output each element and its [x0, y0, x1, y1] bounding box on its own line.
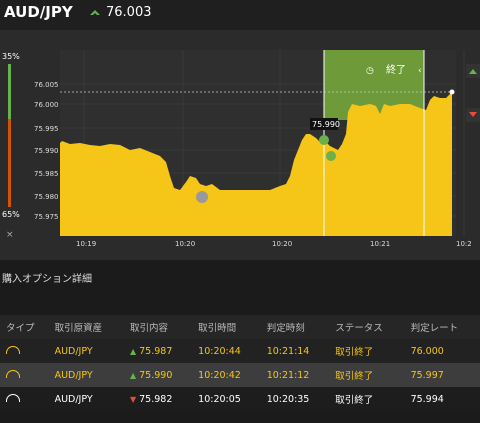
entry-marker-2: [326, 151, 336, 161]
entry-tag-label: 75.990: [312, 120, 340, 129]
ratio-high: 35%: [2, 52, 20, 61]
col-status: ステータス: [329, 315, 405, 339]
ratio-low: 65%: [2, 210, 20, 219]
up-arrow-icon: ▲: [129, 370, 137, 380]
ratio-bar-low: [8, 119, 11, 207]
judge-cell: 10:21:12: [260, 363, 330, 387]
currency-pair: AUD/JPY: [4, 3, 73, 21]
time-cell: 10:20:42: [192, 363, 261, 387]
asset-cell: AUD/JPY: [48, 387, 124, 411]
section-title: 購入オプション詳細: [2, 274, 92, 285]
status-cell: 取引終了: [329, 339, 405, 363]
col-asset: 取引原資産: [48, 315, 124, 339]
judge-cell: 10:21:14: [260, 339, 330, 363]
header-bar: AUD/JPY 76.003: [0, 0, 480, 30]
close-icon[interactable]: ×: [6, 230, 14, 240]
y-tick-label: 75.985: [34, 170, 59, 178]
y-axis-labels: 76.005 76.000 75.995 75.990 75.985 75.980 75.9…: [34, 81, 59, 221]
asset-cell: AUD/JPY: [48, 363, 124, 387]
clock-icon: ◷: [366, 66, 374, 76]
down-arrow-icon: ▼: [129, 394, 137, 404]
gauge-icon: [6, 393, 20, 402]
divider: [0, 290, 480, 315]
price-chart: 76.005 76.000 75.995 75.990 75.985 75.980 75.9…: [34, 50, 480, 248]
col-judge-time: 判定時刻: [260, 315, 330, 339]
put-arrow-icon: [469, 112, 477, 117]
end-label-box: ◷ 終了 ‹: [366, 63, 422, 76]
asset-cell: AUD/JPY: [48, 339, 124, 363]
current-rate-dot: [449, 89, 455, 95]
current-rate: 76.003: [106, 5, 152, 20]
entry-cell: ▲ 75.987: [123, 339, 193, 363]
entry-marker-3: [196, 191, 208, 203]
call-arrow-icon: [469, 69, 477, 74]
time-cell: 10:20:05: [192, 387, 261, 411]
col-judge-rate: 判定レート: [404, 315, 480, 339]
table-row[interactable]: AUD/JPY ▲ 75.987 10:20:44 10:21:14 取引終了 …: [0, 339, 480, 363]
x-tick-label: 10:20: [175, 240, 195, 248]
y-tick-label: 76.005: [34, 81, 59, 89]
rate-cell: 75.997: [404, 363, 480, 387]
trade-table: タイプ 取引原資産 取引内容 取引時間 判定時刻 ステータス 判定レート AUD…: [0, 315, 480, 411]
up-arrow-icon: [90, 10, 100, 15]
table-row[interactable]: AUD/JPY ▼ 75.982 10:20:05 10:20:35 取引終了 …: [0, 387, 480, 411]
col-type: タイプ: [0, 315, 49, 339]
chevron-left-icon: ‹: [418, 66, 422, 76]
col-time: 取引時間: [192, 315, 261, 339]
ratio-bar-high: [8, 64, 11, 119]
y-tick-label: 75.975: [34, 213, 59, 221]
x-axis-labels: 10:19 10:20 10:20 10:21 10:2: [76, 240, 472, 248]
rate-cell: 76.000: [404, 339, 480, 363]
table-row[interactable]: AUD/JPY ▲ 75.990 10:20:42 10:21:12 取引終了 …: [0, 363, 480, 387]
gauge-icon: [6, 369, 20, 378]
x-tick-label: 10:20: [272, 240, 292, 248]
time-cell: 10:20:44: [192, 339, 261, 363]
x-tick-label: 10:19: [76, 240, 96, 248]
table-header: タイプ 取引原資産 取引内容 取引時間 判定時刻 ステータス 判定レート: [0, 315, 480, 339]
up-arrow-icon: ▲: [129, 346, 137, 356]
rate-cell: 75.994: [404, 387, 480, 411]
y-tick-label: 75.995: [34, 125, 59, 133]
entry-tag: [310, 118, 338, 130]
gauge-icon: [6, 345, 20, 354]
x-tick-label: 10:2: [456, 240, 472, 248]
judge-cell: 10:20:35: [260, 387, 330, 411]
x-tick-label: 10:21: [370, 240, 390, 248]
entry-marker-1: [319, 135, 329, 145]
y-tick-label: 76.000: [34, 101, 59, 109]
y-tick-label: 75.980: [34, 193, 59, 201]
status-cell: 取引終了: [329, 387, 405, 411]
col-content: 取引内容: [123, 315, 193, 339]
y-tick-label: 75.990: [34, 147, 59, 155]
entry-cell: ▼ 75.982: [123, 387, 193, 411]
status-cell: 取引終了: [329, 363, 405, 387]
ratio-panel: 35% 65% ×: [0, 52, 22, 242]
end-label: 終了: [386, 63, 406, 76]
entry-cell: ▲ 75.990: [123, 363, 193, 387]
price-area: [60, 92, 452, 236]
